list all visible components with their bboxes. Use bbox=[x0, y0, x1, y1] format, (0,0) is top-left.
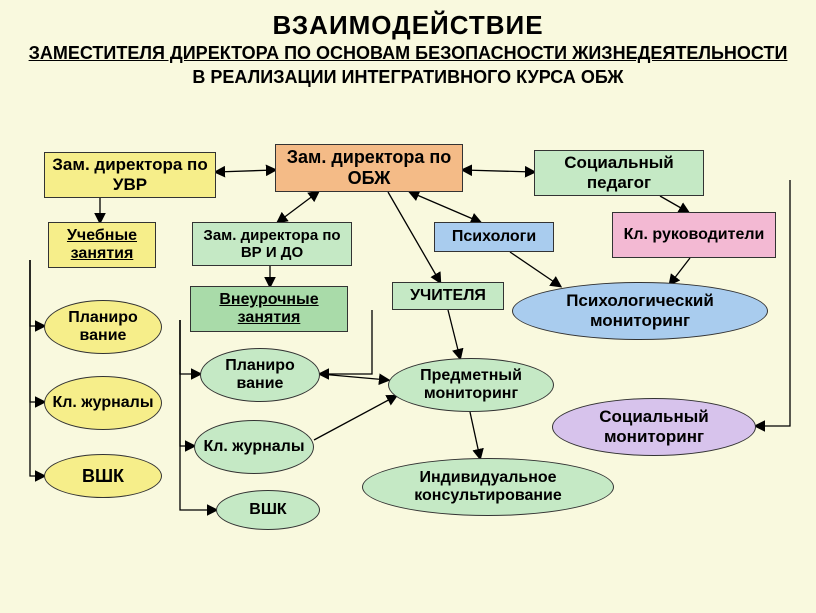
node-klzh1: Кл. журналы bbox=[44, 376, 162, 430]
node-soc_mon: Социальный мониторинг bbox=[552, 398, 756, 456]
edge-uch_zan-vshk1 bbox=[30, 260, 44, 476]
edge-soc_ped-kl_ruk bbox=[660, 196, 688, 212]
edge-uchitelya-pred_mon bbox=[448, 310, 460, 358]
node-vneuroch: Внеурочные занятия bbox=[190, 286, 348, 332]
node-zam_obzh: Зам. директора по ОБЖ bbox=[275, 144, 463, 192]
node-vshk2: ВШК bbox=[216, 490, 320, 530]
edge-psiholog-psy_mon bbox=[510, 252, 560, 286]
node-psiholog: Психологи bbox=[434, 222, 554, 252]
node-plan1: Планиро вание bbox=[44, 300, 162, 354]
node-zam_vrdo: Зам. директора по ВР И ДО bbox=[192, 222, 352, 266]
node-plan2: Планиро вание bbox=[200, 348, 320, 402]
edge-zam_uvr-zam_obzh bbox=[216, 170, 275, 172]
node-ind_kons: Индивидуальное консультирование bbox=[362, 458, 614, 516]
edge-plan2-pred_mon bbox=[320, 374, 388, 380]
edge-uch_zan-klzh1 bbox=[30, 260, 44, 402]
edge-zam_obzh-uchitelya bbox=[388, 192, 440, 282]
edge-uch_zan-plan1 bbox=[30, 260, 44, 326]
node-uch_zan: Учебные занятия bbox=[48, 222, 156, 268]
node-zam_uvr: Зам. директора по УВР bbox=[44, 152, 216, 198]
edge-zam_obzh-zam_vrdo bbox=[278, 192, 318, 222]
title-sub2: В РЕАЛИЗАЦИИ ИНТЕГРАТИВНОГО КУРСА ОБЖ bbox=[0, 67, 816, 88]
node-klzh2: Кл. журналы bbox=[194, 420, 314, 474]
edge-klzh2-pred_mon bbox=[314, 396, 396, 440]
edge-pred_mon-ind_kons bbox=[470, 412, 480, 458]
node-pred_mon: Предметный мониторинг bbox=[388, 358, 554, 412]
title-sub: ЗАМЕСТИТЕЛЯ ДИРЕКТОРА ПО ОСНОВАМ БЕЗОПАС… bbox=[0, 43, 816, 65]
node-psy_mon: Психологический мониторинг bbox=[512, 282, 768, 340]
title-block: ВЗАИМОДЕЙСТВИЕ ЗАМЕСТИТЕЛЯ ДИРЕКТОРА ПО … bbox=[0, 0, 816, 88]
edge-vneuroch-klzh2 bbox=[180, 320, 194, 446]
edge-vneuroch-vshk2 bbox=[180, 320, 216, 510]
edge-zam_obzh-soc_ped bbox=[463, 170, 534, 172]
node-kl_ruk: Кл. руководители bbox=[612, 212, 776, 258]
node-soc_ped: Социальный педагог bbox=[534, 150, 704, 196]
edge-kl_ruk-psy_mon bbox=[670, 258, 690, 284]
node-uchitelya: УЧИТЕЛЯ bbox=[392, 282, 504, 310]
node-vshk1: ВШК bbox=[44, 454, 162, 498]
title-main: ВЗАИМОДЕЙСТВИЕ bbox=[0, 10, 816, 41]
edge-zam_obzh-psiholog bbox=[410, 192, 480, 222]
